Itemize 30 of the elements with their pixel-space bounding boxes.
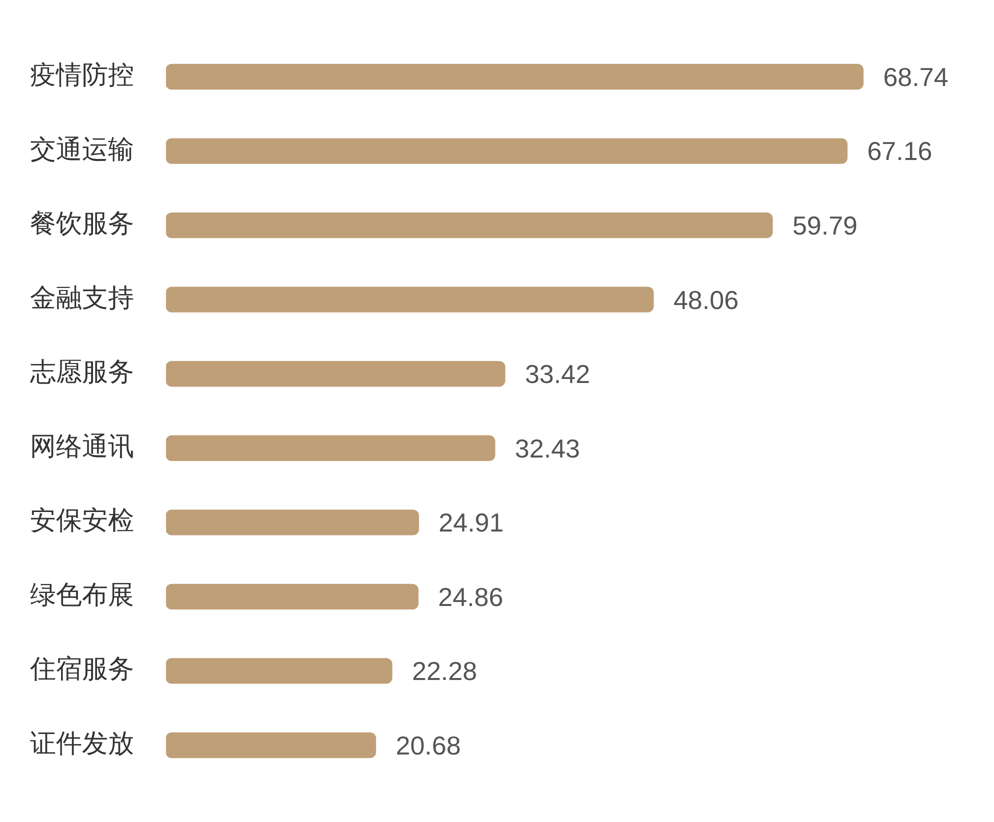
bar bbox=[166, 286, 654, 312]
y-tick-label: 绿色布展 bbox=[30, 580, 134, 610]
y-tick-label: 餐饮服务 bbox=[30, 209, 134, 240]
bar bbox=[166, 435, 496, 461]
y-tick-label: 金融支持 bbox=[30, 283, 134, 314]
data-label: 32.43 bbox=[514, 433, 580, 464]
y-tick-label: 住宿服务 bbox=[29, 654, 134, 685]
bar bbox=[166, 361, 506, 387]
y-tick-label: 疫情防控 bbox=[30, 60, 134, 90]
bar bbox=[166, 212, 773, 238]
data-label: 68.74 bbox=[883, 62, 948, 92]
data-label: 59.79 bbox=[792, 210, 858, 240]
bar bbox=[166, 138, 848, 164]
data-label: 33.42 bbox=[524, 359, 590, 390]
bar bbox=[166, 510, 419, 536]
bar bbox=[166, 584, 418, 610]
y-tick-label: 志愿服务 bbox=[30, 358, 134, 388]
data-label: 48.06 bbox=[673, 284, 739, 315]
bar bbox=[166, 64, 864, 90]
y-tick-label: 交通运输 bbox=[30, 134, 134, 165]
data-label: 67.16 bbox=[867, 136, 932, 166]
data-label: 22.28 bbox=[412, 656, 478, 686]
bar bbox=[166, 658, 392, 684]
data-label: 24.86 bbox=[438, 582, 504, 612]
bar bbox=[166, 732, 376, 758]
y-tick-label: 安保安检 bbox=[30, 506, 134, 536]
data-label: 20.68 bbox=[396, 730, 461, 760]
data-label: 24.91 bbox=[438, 508, 504, 538]
y-tick-label: 证件发放 bbox=[30, 729, 134, 760]
y-tick-label: 网络通讯 bbox=[30, 432, 134, 462]
